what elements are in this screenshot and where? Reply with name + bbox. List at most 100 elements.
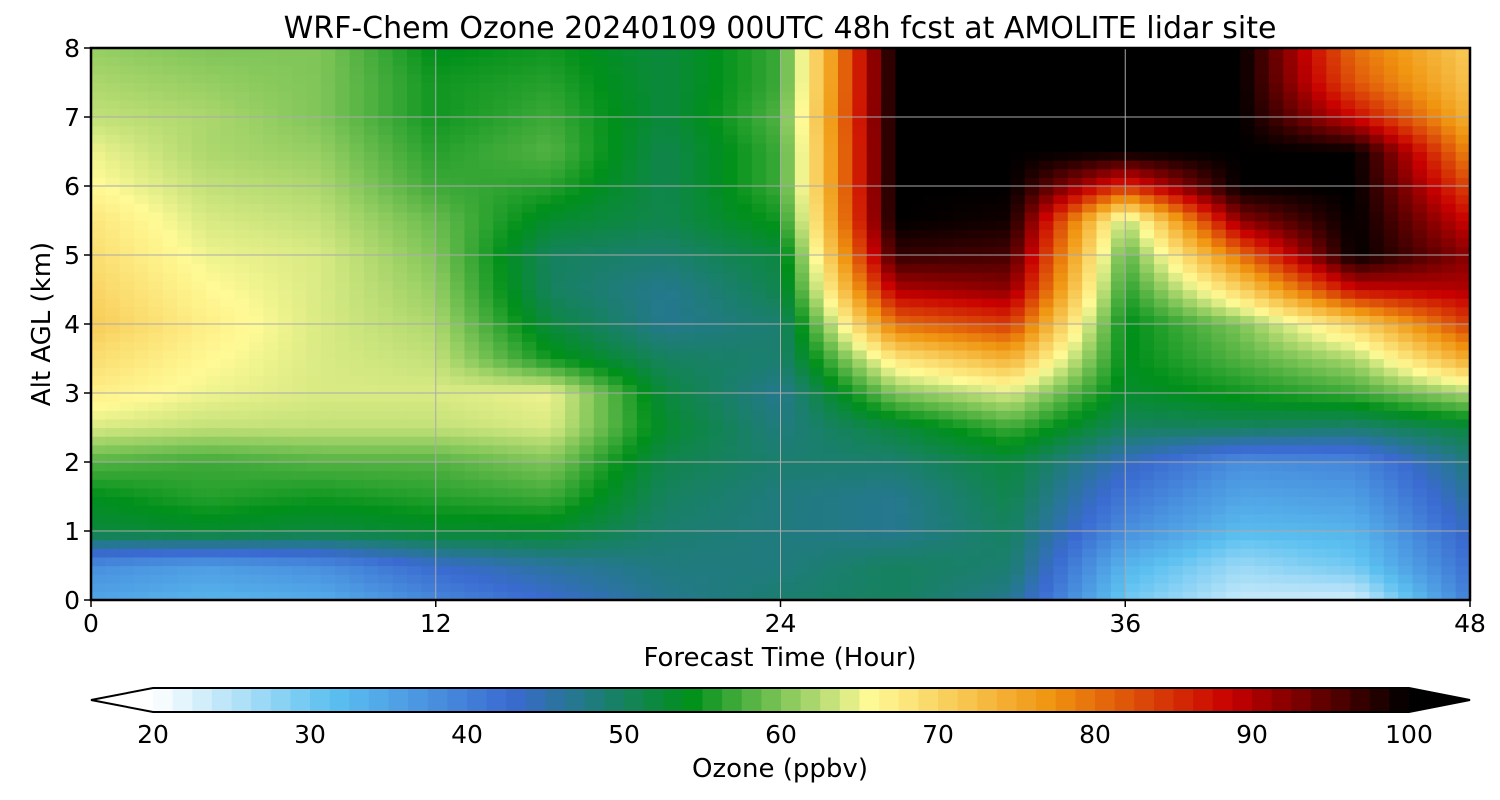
heatmap-cell xyxy=(550,168,566,178)
heatmap-cell xyxy=(550,151,566,161)
heatmap-cell xyxy=(263,358,279,368)
heatmap-cell xyxy=(162,280,178,291)
heatmap-cell xyxy=(249,349,264,360)
heatmap-cell xyxy=(435,168,451,178)
heatmap-cell xyxy=(1197,272,1213,282)
heatmap-cell xyxy=(148,272,164,282)
heatmap-cell xyxy=(1268,229,1284,239)
heatmap-cell xyxy=(378,272,394,282)
heatmap-cell xyxy=(464,280,480,291)
heatmap-cell xyxy=(866,418,882,429)
heatmap-cell xyxy=(1254,556,1270,567)
heatmap-cell xyxy=(1355,505,1371,515)
heatmap-cell xyxy=(320,177,336,187)
heatmap-cell xyxy=(450,280,466,291)
heatmap-cell xyxy=(751,539,767,549)
heatmap-cell xyxy=(507,410,523,420)
heatmap-cell xyxy=(1010,315,1026,325)
heatmap-cell xyxy=(134,462,150,472)
heatmap-cell xyxy=(1211,453,1227,463)
heatmap-cell xyxy=(1168,160,1184,170)
heatmap-cell xyxy=(478,151,494,161)
heatmap-cell xyxy=(1326,160,1342,170)
heatmap-cell xyxy=(565,496,580,506)
heatmap-cell xyxy=(220,151,236,161)
heatmap-cell xyxy=(1010,332,1026,342)
heatmap-cell xyxy=(1067,280,1083,291)
heatmap-cell xyxy=(1197,427,1213,437)
heatmap-cell xyxy=(1369,315,1385,325)
heatmap-cell xyxy=(1211,349,1227,360)
heatmap-cell xyxy=(1254,418,1270,429)
heatmap-cell xyxy=(1182,427,1198,437)
heatmap-cell xyxy=(579,479,595,489)
heatmap-cell xyxy=(234,298,250,308)
heatmap-cell xyxy=(1326,246,1342,256)
heatmap-cell xyxy=(636,418,652,429)
heatmap-cell xyxy=(565,289,580,299)
heatmap-cell xyxy=(205,203,221,213)
heatmap-cell xyxy=(119,160,135,170)
heatmap-cell xyxy=(679,211,695,222)
heatmap-cell xyxy=(1254,574,1270,584)
heatmap-cell xyxy=(205,315,221,325)
heatmap-cell xyxy=(521,418,537,429)
heatmap-cell xyxy=(1067,462,1083,472)
heatmap-cell xyxy=(608,479,624,489)
heatmap-cell xyxy=(450,582,466,592)
heatmap-cell xyxy=(1153,427,1169,437)
heatmap-cell xyxy=(924,479,940,489)
heatmap-cell xyxy=(1110,582,1126,592)
heatmap-cell xyxy=(909,367,925,377)
heatmap-cell xyxy=(1441,393,1457,403)
heatmap-cell xyxy=(895,211,911,222)
heatmap-cell xyxy=(881,393,897,403)
heatmap-cell xyxy=(837,496,853,506)
heatmap-cell xyxy=(895,539,911,549)
heatmap-cell xyxy=(694,565,710,575)
heatmap-cell xyxy=(881,263,897,273)
heatmap-cell xyxy=(550,548,566,558)
heatmap-cell xyxy=(1297,246,1313,256)
heatmap-cell xyxy=(1426,582,1442,592)
heatmap-cell xyxy=(119,246,135,256)
heatmap-cell xyxy=(521,306,537,316)
heatmap-cell xyxy=(1412,496,1428,506)
heatmap-cell xyxy=(579,306,595,316)
heatmap-cell xyxy=(1240,462,1256,472)
heatmap-cell xyxy=(1326,436,1342,446)
heatmap-cell xyxy=(234,324,250,334)
heatmap-cell xyxy=(679,168,695,178)
heatmap-cell xyxy=(909,522,925,532)
heatmap-cell xyxy=(1082,151,1098,161)
heatmap-cell xyxy=(608,237,624,247)
heatmap-cell xyxy=(938,186,954,196)
heatmap-cell xyxy=(392,341,408,351)
heatmap-cell xyxy=(823,436,839,446)
heatmap-cell xyxy=(895,393,911,403)
heatmap-cell xyxy=(1197,229,1213,239)
heatmap-cell xyxy=(924,401,940,411)
heatmap-cell xyxy=(349,487,365,498)
heatmap-cell xyxy=(1039,375,1055,385)
heatmap-cell xyxy=(162,246,178,256)
heatmap-cell xyxy=(823,556,839,567)
heatmap-cell xyxy=(1283,418,1299,429)
heatmap-cell xyxy=(1326,574,1342,584)
heatmap-cell xyxy=(766,289,782,299)
heatmap-cell xyxy=(493,332,509,342)
heatmap-cell xyxy=(521,349,537,360)
heatmap-cell xyxy=(220,315,236,325)
heatmap-cell xyxy=(1240,160,1256,170)
heatmap-cell xyxy=(679,289,695,299)
heatmap-cell xyxy=(608,539,624,549)
heatmap-cell xyxy=(1326,289,1342,299)
heatmap-cell xyxy=(119,151,135,161)
heatmap-cell xyxy=(593,255,609,265)
heatmap-cell xyxy=(1340,246,1356,256)
heatmap-cell xyxy=(493,306,509,316)
heatmap-cell xyxy=(91,470,106,480)
heatmap-cell xyxy=(1340,315,1356,325)
heatmap-cell xyxy=(895,298,911,308)
heatmap-cell xyxy=(837,548,853,558)
